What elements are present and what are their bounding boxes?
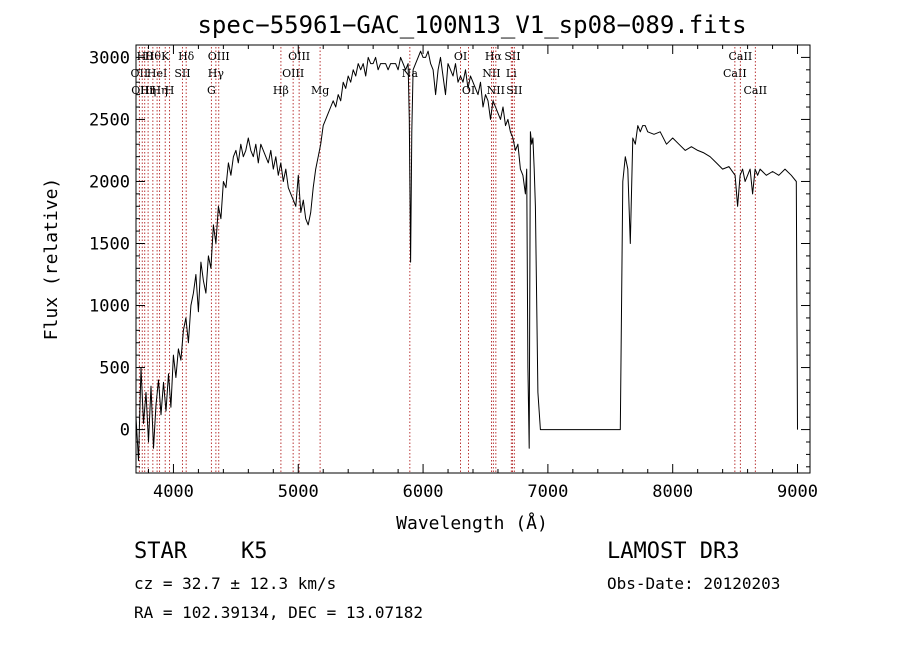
line-marker-label: CaII [743,84,767,97]
line-marker-label: NII [482,67,500,80]
line-marker-label: Hγ [208,67,225,80]
line-marker-label: K [161,50,170,63]
y-tick-label: 2000 [89,172,130,192]
x-tick-label: 7000 [527,482,568,502]
line-marker-label: OII [131,67,149,80]
line-marker-label: NII [487,84,505,97]
line-marker-label: SII [506,84,522,97]
line-marker-label: Na [402,67,419,80]
line-marker-label: OI [454,50,467,63]
y-tick-label: 0 [120,421,130,441]
series-layer [135,50,798,462]
line-marker-label: CaII [723,67,747,80]
line-marker-label: Hδ [178,50,195,63]
line-marker-label: Li [506,67,517,80]
line-marker-label: OIII [288,50,310,63]
x-tick-label: 4000 [153,482,194,502]
x-axis-label: Wavelength (Å) [396,512,548,534]
line-marker-label: Hα [485,50,503,63]
y-axis-label: Flux (relative) [41,178,62,341]
series-line-flux [135,50,798,462]
x-tick-label: 9000 [777,482,818,502]
redshift-velocity: cz = 32.7 ± 12.3 km/s [134,574,337,593]
line-marker-label: HeI [147,67,167,80]
line-marker-label: H [165,84,175,97]
line-marker-label: G [207,84,216,97]
x-tick-label: 8000 [652,482,693,502]
line-marker-label: Mg [311,84,329,97]
survey-name: LAMOST DR3 [607,539,740,564]
x-tick-label: 6000 [403,482,444,502]
y-tick-label: 1000 [89,297,130,317]
line-marker-label: SII [504,50,520,63]
y-tick-label: 2500 [89,110,130,130]
plot-frame [135,44,811,474]
coordinates: RA = 102.39134, DEC = 13.07182 [134,603,423,622]
axis-ticks: 4000 5000 6000 7000 8000 9000 0 500 1000 1500 2000… [89,44,818,502]
line-marker-label: OIII [282,67,304,80]
line-marker-label: Hβ [273,84,289,97]
line-marker-label: OIII [208,50,230,63]
line-marker-label: SII [174,67,190,80]
chart-title: spec−55961−GAC_100N13_V1_sp08−089.fits [197,11,746,39]
line-marker-label: Hθ [145,50,162,63]
object-type: STAR [134,539,187,564]
y-tick-label: 500 [99,359,130,379]
line-marker-label: Hη [140,84,156,97]
line-marker-label: CaII [729,50,753,63]
y-tick-label: 1500 [89,234,130,254]
y-tick-label: 3000 [89,48,130,68]
x-tick-label: 5000 [278,482,319,502]
line-marker-label: Hη [151,84,167,97]
observation-date: Obs-Date: 20120203 [607,574,781,593]
line-markers: OII OIII Hθ Hη Hθ HeI Hη K H SII Hδ G Hγ OIII Hβ OIII OI… [131,47,767,472]
spectral-subclass: K5 [241,539,268,564]
line-marker-label: OI [462,84,475,97]
line-marker-label: Hθ [137,50,154,63]
